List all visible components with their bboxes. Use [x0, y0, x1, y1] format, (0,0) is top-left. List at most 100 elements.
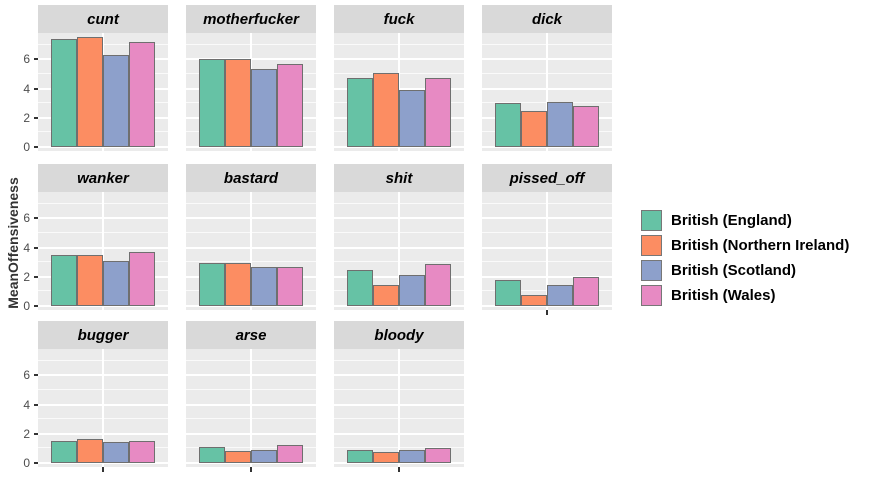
- vertical-gridline: [102, 192, 104, 310]
- y-axis-tick-mark: [34, 403, 38, 406]
- legend-key-swatch: [641, 285, 662, 306]
- bar-british-northern-ireland-shit: [373, 285, 399, 306]
- legend-entry-british-wales: British (Wales): [641, 283, 849, 308]
- bar-british-scotland-pissed-off: [547, 285, 573, 306]
- bar-british-wales-shit: [425, 264, 451, 306]
- y-axis-tick-label: 2: [23, 110, 30, 125]
- bar-british-scotland-bloody: [399, 450, 425, 463]
- bar-british-england-arse: [199, 447, 225, 463]
- facet-panel: [38, 33, 168, 151]
- legend-key-swatch: [641, 235, 662, 256]
- legend-key-swatch: [641, 210, 662, 231]
- bar-british-northern-ireland-fuck: [373, 73, 399, 147]
- y-axis-tick-label: 2: [23, 269, 30, 284]
- bar-british-wales-pissed-off: [573, 277, 599, 306]
- y-axis-tick-mark: [34, 432, 38, 435]
- facet-panel: [334, 33, 464, 151]
- bar-british-wales-arse: [277, 445, 303, 463]
- y-axis-tick-label: 4: [23, 397, 30, 412]
- bar-british-northern-ireland-wanker: [77, 255, 103, 306]
- bar-british-northern-ireland-arse: [225, 451, 251, 463]
- facet-panel: [38, 192, 168, 310]
- bar-british-scotland-bastard: [251, 267, 277, 306]
- facet-panel: [186, 33, 316, 151]
- y-axis-tick-label: 6: [23, 368, 30, 383]
- bar-british-northern-ireland-bugger: [77, 439, 103, 463]
- y-axis-tick-mark: [34, 87, 38, 90]
- y-axis-tick-label: 4: [23, 240, 30, 255]
- bar-british-northern-ireland-bastard: [225, 263, 251, 306]
- bar-british-england-motherfucker: [199, 59, 225, 147]
- bar-british-northern-ireland-cunt: [77, 37, 103, 147]
- bar-british-england-shit: [347, 270, 373, 306]
- legend-label: British (Wales): [671, 287, 776, 304]
- vertical-gridline: [546, 33, 548, 151]
- vertical-gridline: [250, 349, 252, 467]
- bar-british-northern-ireland-pissed-off: [521, 295, 547, 306]
- bar-british-wales-fuck: [425, 78, 451, 147]
- bar-british-scotland-bugger: [103, 442, 129, 463]
- y-axis-tick-label: 4: [23, 81, 30, 96]
- facet-strip-label: arse: [186, 321, 316, 349]
- legend-entry-british-england: British (England): [641, 208, 849, 233]
- legend: British (England) British (Northern Irela…: [641, 208, 849, 308]
- bar-british-scotland-wanker: [103, 261, 129, 306]
- x-axis-tick-mark: [250, 467, 252, 472]
- bar-british-wales-cunt: [129, 42, 155, 147]
- bar-british-northern-ireland-bloody: [373, 452, 399, 463]
- legend-label: British (Northern Ireland): [671, 237, 850, 254]
- vertical-gridline: [398, 192, 400, 310]
- y-axis-tick-mark: [34, 217, 38, 220]
- bar-british-wales-wanker: [129, 252, 155, 306]
- bar-british-northern-ireland-dick: [521, 111, 547, 147]
- facet-strip-label: fuck: [334, 5, 464, 33]
- legend-key-swatch: [641, 260, 662, 281]
- bar-british-england-bastard: [199, 263, 225, 306]
- legend-entry-british-northern-ireland: British (Northern Ireland): [641, 233, 849, 258]
- y-axis-tick-mark: [34, 275, 38, 278]
- facet-strip-label: cunt: [38, 5, 168, 33]
- bar-british-wales-dick: [573, 106, 599, 147]
- bar-british-england-bugger: [51, 441, 77, 463]
- facet-panel: [482, 33, 612, 151]
- bar-british-england-cunt: [51, 39, 77, 147]
- y-axis-tick-label: 6: [23, 211, 30, 226]
- y-axis-tick-mark: [34, 146, 38, 148]
- x-axis-tick-mark: [546, 310, 548, 315]
- vertical-gridline: [546, 192, 548, 310]
- y-axis-tick-mark: [34, 462, 38, 464]
- bar-british-wales-motherfucker: [277, 64, 303, 147]
- bar-british-wales-bloody: [425, 448, 451, 463]
- facet-strip-label: wanker: [38, 164, 168, 192]
- y-axis-tick-mark: [34, 58, 38, 61]
- facet-strip-label: bastard: [186, 164, 316, 192]
- y-axis-tick-label: 0: [23, 299, 30, 313]
- facet-panel: [334, 192, 464, 310]
- facet-strip-label: dick: [482, 5, 612, 33]
- bar-british-england-dick: [495, 103, 521, 147]
- legend-label: British (Scotland): [671, 262, 797, 279]
- bar-british-scotland-motherfucker: [251, 69, 277, 147]
- bar-british-scotland-fuck: [399, 90, 425, 147]
- y-axis-tick-mark: [34, 116, 38, 119]
- x-axis-tick-mark: [398, 467, 400, 472]
- bar-british-scotland-cunt: [103, 55, 129, 147]
- facet-panel: [186, 349, 316, 467]
- facet-strip-label: bugger: [38, 321, 168, 349]
- y-axis-tick-mark: [34, 246, 38, 249]
- facet-strip-label: pissed_off: [482, 164, 612, 192]
- bar-british-scotland-dick: [547, 102, 573, 147]
- y-axis-tick-label: 0: [23, 456, 30, 470]
- facet-panel: [334, 349, 464, 467]
- bar-british-england-pissed-off: [495, 280, 521, 306]
- bar-british-scotland-shit: [399, 275, 425, 306]
- facet-panel: [38, 349, 168, 467]
- bar-british-northern-ireland-motherfucker: [225, 59, 251, 147]
- y-axis-tick-label: 6: [23, 52, 30, 67]
- vertical-gridline: [250, 192, 252, 310]
- legend-label: British (England): [671, 212, 792, 229]
- legend-entry-british-scotland: British (Scotland): [641, 258, 849, 283]
- bar-british-england-wanker: [51, 255, 77, 306]
- facet-strip-label: bloody: [334, 321, 464, 349]
